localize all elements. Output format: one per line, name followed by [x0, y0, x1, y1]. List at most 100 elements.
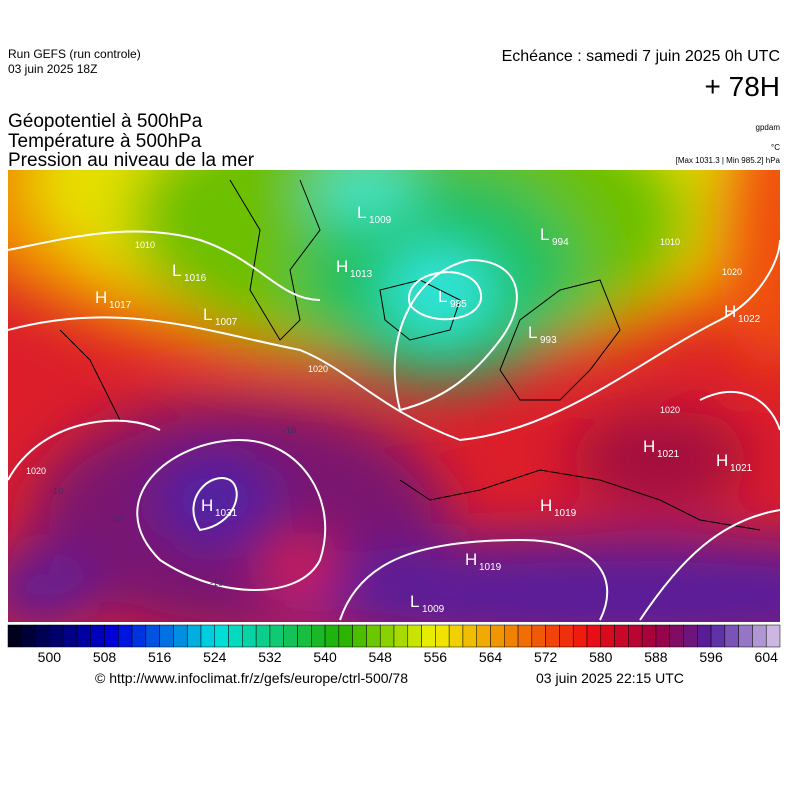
- center: H 1031: [201, 496, 238, 519]
- center: H 1019: [540, 496, 577, 519]
- colorbar-swatch: [531, 624, 546, 648]
- temperature-label: -10: [50, 486, 63, 496]
- isobar-label: 1020: [660, 405, 680, 415]
- isobar-label: 1020: [722, 267, 742, 277]
- center-value: 1009: [369, 215, 392, 226]
- colorbar-tick-label: 588: [644, 649, 668, 665]
- temperature-label: -10: [210, 578, 223, 588]
- colorbar-tick-label: 524: [203, 649, 227, 665]
- colorbar-swatch: [118, 624, 133, 648]
- center-value: 1007: [215, 317, 238, 328]
- title-pressure: Pression au niveau de la mer: [8, 150, 255, 171]
- center-type: L: [438, 287, 447, 306]
- colorbar-tick-label: 604: [755, 649, 779, 665]
- isobar-label: 1020: [308, 364, 328, 374]
- colorbar-swatch: [242, 624, 257, 648]
- run-date: 03 juin 2025 18Z: [8, 62, 97, 76]
- center: H 1022: [724, 302, 761, 325]
- colorbar-swatch: [572, 624, 588, 648]
- colorbar-tick-label: 564: [479, 649, 503, 665]
- colorbar-swatch: [269, 624, 284, 648]
- colorbar-swatch: [655, 624, 670, 648]
- colorbar-tick-label: 548: [369, 649, 393, 665]
- center-value: 1013: [350, 269, 373, 280]
- colorbar-swatch: [448, 624, 464, 648]
- colorbar-swatch: [421, 624, 436, 648]
- colorbar-swatch: [614, 624, 629, 648]
- unit-geopot: gpdam: [756, 123, 781, 132]
- colorbar-swatch: [173, 624, 188, 648]
- colorbar-swatch: [200, 624, 216, 648]
- center-value: 1009: [422, 604, 445, 615]
- center-type: H: [540, 496, 552, 515]
- center: H 1021: [716, 451, 753, 474]
- colorbar-swatch: [62, 624, 78, 648]
- center-type: H: [643, 437, 655, 456]
- colorbar-tick-label: 572: [534, 649, 558, 665]
- isobar-label: 1010: [660, 237, 680, 247]
- colorbar-swatch: [683, 624, 698, 648]
- center-type: L: [528, 323, 537, 342]
- center-type: L: [357, 203, 366, 222]
- colorbar-swatch: [131, 624, 147, 648]
- center-type: H: [716, 451, 728, 470]
- colorbar-tick-label: 540: [313, 649, 337, 665]
- center: L 1016: [172, 261, 207, 284]
- center-value: 1022: [738, 314, 761, 325]
- center-type: L: [410, 592, 419, 611]
- center-value: 1016: [184, 273, 207, 284]
- colorbar-swatch: [504, 624, 519, 648]
- colorbar-swatch: [76, 624, 91, 648]
- colorbar-swatch: [214, 624, 229, 648]
- center-type: H: [465, 550, 477, 569]
- center-value: 1031: [215, 508, 238, 519]
- colorbar-tick-label: 556: [424, 649, 448, 665]
- colorbar-swatch: [545, 624, 560, 648]
- colorbar-swatch: [145, 624, 160, 648]
- title-temperature: Température à 500hPa: [8, 131, 202, 152]
- colorbar-swatch: [159, 624, 174, 648]
- center-value: 1021: [657, 449, 680, 460]
- center: L 994: [540, 225, 569, 248]
- center-value: 985: [450, 299, 467, 310]
- colorbar-swatch: [669, 624, 684, 648]
- center-type: H: [201, 496, 213, 515]
- colorbar-swatch: [641, 624, 657, 648]
- colorbar-swatch: [407, 624, 422, 648]
- colorbar-swatch: [517, 624, 533, 648]
- colorbar-swatch: [338, 624, 353, 648]
- colorbar-tick-label: 532: [258, 649, 282, 665]
- center: H 1017: [95, 288, 132, 311]
- colorbar-tick-label: 500: [38, 649, 62, 665]
- colorbar-swatch: [352, 624, 367, 648]
- unit-temp: °C: [771, 143, 780, 152]
- issued-time: 03 juin 2025 22:15 UTC: [536, 670, 684, 686]
- center-type: H: [95, 288, 107, 307]
- center: L 985: [438, 287, 467, 310]
- colorbar-swatch: [366, 624, 381, 648]
- colorbar-swatch: [311, 624, 326, 648]
- center: L 993: [528, 323, 557, 346]
- colorbar-swatch: [724, 624, 739, 648]
- title-geopotential: Géopotentiel à 500hPa: [8, 111, 203, 132]
- colorbar-swatch: [324, 624, 340, 648]
- colorbar: 500 508 516 524 532 540 548 556 564 572 580 588 596 6…: [7, 624, 781, 665]
- center: H 1013: [336, 257, 373, 280]
- center-type: H: [336, 257, 348, 276]
- center: L 1009: [410, 592, 445, 615]
- colorbar-swatch: [600, 624, 615, 648]
- temperature-label: -10: [283, 425, 296, 435]
- echeance: Echéance : samedi 7 juin 2025 0h UTC: [502, 48, 780, 65]
- colorbar-swatch: [255, 624, 271, 648]
- colorbar-swatch: [379, 624, 395, 648]
- colorbar-swatch: [476, 624, 491, 648]
- colorbar-swatch: [462, 624, 477, 648]
- center-value: 1017: [109, 300, 132, 311]
- colorbar-swatch: [738, 624, 753, 648]
- colorbar-swatch: [559, 624, 574, 648]
- colorbar-swatch: [49, 624, 64, 648]
- temperature-label: -10: [110, 514, 123, 524]
- pressure-centers: H 1017 L 1016 L 1007 L 1009 H 1013 L 985 L 994 …: [95, 203, 761, 615]
- colorbar-swatch: [35, 624, 50, 648]
- colorbar-swatch: [765, 624, 781, 648]
